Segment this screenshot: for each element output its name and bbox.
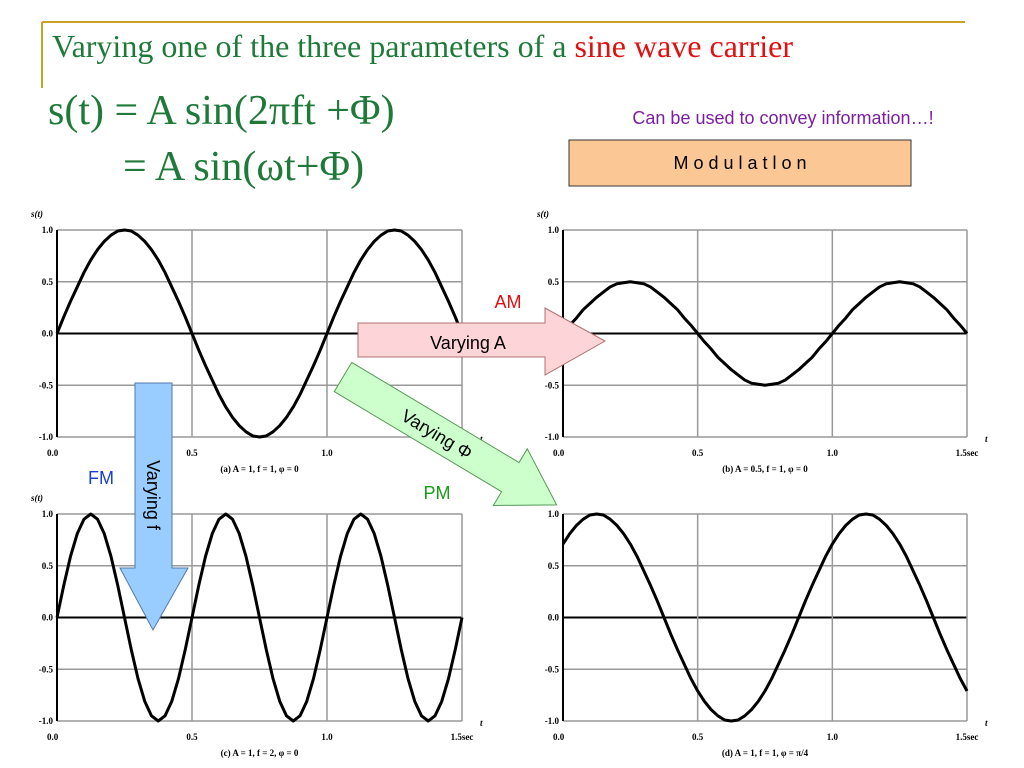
sine-curve — [55, 228, 464, 439]
pm-label: PM — [424, 483, 451, 503]
y-tick-label: -0.5 — [39, 664, 54, 674]
y-tick-label: 0.5 — [42, 561, 54, 571]
y-tick-label: -1.0 — [39, 432, 54, 442]
y-tick-label: 0.5 — [548, 561, 560, 571]
sine-curve — [561, 280, 969, 387]
modulation-box — [568, 139, 912, 187]
caption: (c) A = 1, f = 2, φ = 0 — [221, 748, 299, 758]
am-label: AM — [495, 292, 522, 312]
y-tick-label: 0.0 — [42, 329, 54, 339]
x-tick-label: 1.0 — [321, 732, 333, 742]
formula: s(t) = A sin(2πft +Φ) — [48, 88, 395, 134]
charts: 1.0 0.5 0.0 -0.5 -1.0 0.0 0.5 1.0 1.5sec s(t) t (a)… — [30, 209, 988, 758]
y-tick-label: 0.0 — [548, 613, 560, 623]
y-tick-label: 0.5 — [42, 277, 54, 287]
y-tick-label: -1.0 — [39, 716, 54, 726]
x-tick-label: 1.5sec — [451, 732, 474, 742]
caption: (a) A = 1, f = 1, φ = 0 — [220, 464, 299, 474]
caption: (b) A = 0.5, f = 1, φ = 0 — [722, 464, 808, 474]
x-tick-label: 0.5 — [186, 732, 198, 742]
pm-arrow — [333, 361, 558, 506]
am-arrow-text: Varying A — [430, 333, 506, 353]
x-tick-label: 0.0 — [47, 732, 59, 742]
am-arrow — [357, 307, 607, 376]
y-tick-label: -0.5 — [545, 380, 560, 390]
caption: (d) A = 1, f = 1, φ = π/4 — [722, 748, 809, 758]
fm-arrow-text: Varying f — [143, 460, 163, 531]
title-highlight: sine wave carrier — [574, 28, 793, 64]
x-tick-label: 1.5sec — [956, 732, 979, 742]
x-axis-label: t — [985, 434, 988, 444]
x-axis-label: t — [985, 718, 988, 728]
x-axis-label: t — [480, 718, 483, 728]
x-tick-label: 0.0 — [553, 732, 565, 742]
y-tick-label: -0.5 — [545, 664, 560, 674]
formula: = A sin(ωt+Φ) — [123, 144, 364, 190]
fm-label: FM — [88, 468, 114, 488]
x-tick-label: 0.5 — [186, 448, 198, 458]
y-tick-label: 1.0 — [548, 509, 560, 519]
x-tick-label: 1.0 — [827, 732, 839, 742]
y-tick-label: -1.0 — [545, 716, 560, 726]
x-tick-label: 0.5 — [692, 732, 704, 742]
y-axis-label: s(t) — [30, 493, 43, 503]
x-axis-label: t — [480, 434, 483, 444]
sine-curve — [561, 512, 969, 723]
note: Can be used to convey information…! — [632, 108, 933, 128]
sine-curve — [55, 512, 464, 723]
y-tick-label: 1.0 — [42, 225, 54, 235]
y-tick-label: -0.5 — [39, 380, 54, 390]
x-tick-label: 0.0 — [553, 448, 565, 458]
x-tick-label: 1.0 — [321, 448, 333, 458]
y-axis-label: s(t) — [536, 209, 549, 219]
y-tick-label: -1.0 — [545, 432, 560, 442]
y-tick-label: 0.0 — [42, 613, 54, 623]
title: Varying one of the three parameters of a… — [52, 28, 793, 64]
title-text: Varying one of the three parameters of a — [52, 28, 574, 64]
y-tick-label: 0.5 — [548, 277, 560, 287]
modulation-text: M o d u l a t l o n — [673, 153, 806, 173]
y-tick-label: 1.0 — [42, 509, 54, 519]
pm-arrow-group: Varying Φ — [333, 361, 558, 506]
x-tick-label: 0.5 — [692, 448, 704, 458]
y-axis-label: s(t) — [30, 209, 43, 219]
x-tick-label: 1.5sec — [956, 448, 979, 458]
x-tick-label: 1.0 — [827, 448, 839, 458]
fm-arrow — [119, 382, 189, 632]
x-tick-label: 0.0 — [47, 448, 59, 458]
y-tick-label: 1.0 — [548, 225, 560, 235]
